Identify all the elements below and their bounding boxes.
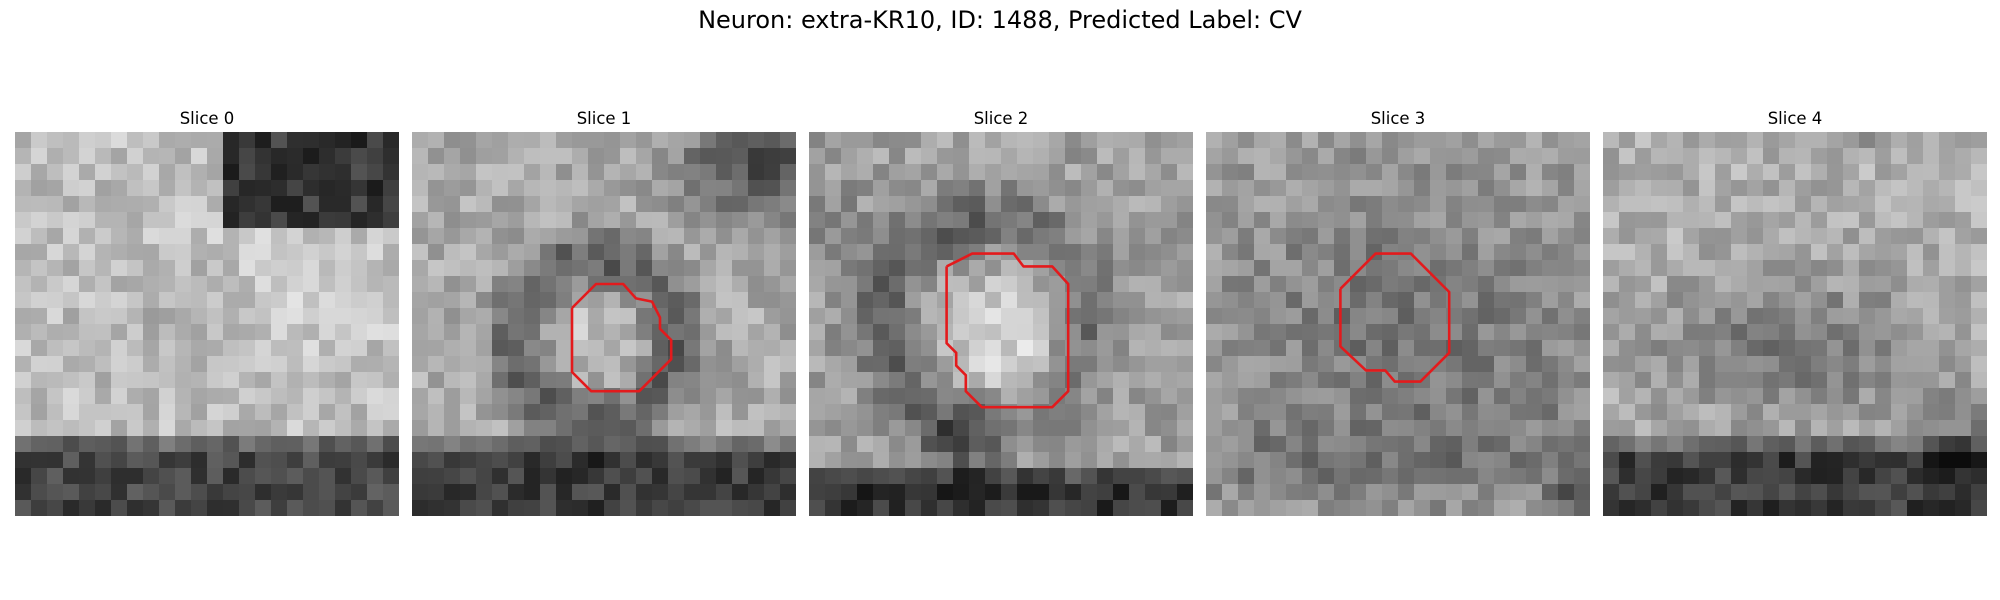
slice-title: Slice 3 bbox=[1370, 109, 1426, 128]
slice-image bbox=[412, 132, 796, 516]
slice-image bbox=[809, 132, 1193, 516]
slice-title: Slice 1 bbox=[576, 109, 632, 128]
slice-panel-0: Slice 0 bbox=[15, 108, 399, 516]
segmentation-contour bbox=[570, 282, 673, 393]
slice-image bbox=[1206, 132, 1590, 516]
slice-panel-2: Slice 2 bbox=[809, 108, 1193, 516]
slice-image bbox=[1603, 132, 1987, 516]
slice-image bbox=[15, 132, 399, 516]
slice-panel-1: Slice 1 bbox=[412, 108, 796, 516]
slice-title: Slice 0 bbox=[179, 109, 235, 128]
slice-panel-3: Slice 3 bbox=[1206, 108, 1590, 516]
slice-title: Slice 4 bbox=[1767, 109, 1823, 128]
segmentation-contour bbox=[945, 252, 1070, 409]
slice-title: Slice 2 bbox=[973, 109, 1029, 128]
segmentation-contour bbox=[1339, 252, 1451, 383]
slice-panel-4: Slice 4 bbox=[1603, 108, 1987, 516]
figure-title: Neuron: extra-KR10, ID: 1488, Predicted … bbox=[698, 6, 1302, 34]
